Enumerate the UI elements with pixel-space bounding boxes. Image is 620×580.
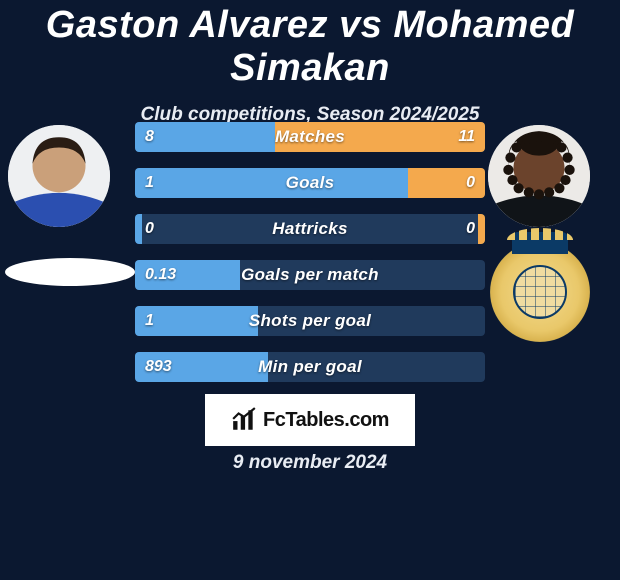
stat-row: Goals1 0: [135, 168, 485, 198]
stat-value-left: 8: [145, 122, 154, 152]
stat-value-left: 0.13: [145, 260, 176, 290]
stat-label: Min per goal: [135, 352, 485, 382]
chart-icon: [231, 407, 257, 433]
club-right-crest: [490, 242, 590, 342]
stat-label: Goals per match: [135, 260, 485, 290]
stat-row: Goals per match0.13: [135, 260, 485, 290]
brand-text: FcTables.com: [263, 409, 389, 432]
player-right-avatar: [488, 125, 590, 227]
stat-value-right: 0: [466, 214, 475, 244]
stat-label: Shots per goal: [135, 306, 485, 336]
club-left-logo-blank: [5, 258, 135, 286]
brand-pill[interactable]: FcTables.com: [205, 394, 415, 446]
player-left-avatar-svg: [8, 125, 110, 227]
stat-value-right: 11: [458, 122, 475, 152]
stat-label: Hattricks: [135, 214, 485, 244]
stat-value-right: 0: [466, 168, 475, 198]
stat-value-left: 1: [145, 306, 154, 336]
page-title: Gaston Alvarez vs Mohamed Simakan: [0, 0, 620, 90]
player-right-avatar-svg: [488, 125, 590, 227]
stats-container: Matches811Goals10Hattricks00Goals per ma…: [135, 122, 485, 398]
stat-row: Min per goal893: [135, 352, 485, 382]
date-text: 9 november 2024: [0, 452, 620, 474]
player-left-avatar: [8, 125, 110, 227]
stat-row: Matches8 11: [135, 122, 485, 152]
stat-value-left: 1: [145, 168, 154, 198]
stat-value-left: 893: [145, 352, 172, 382]
club-right-crest-globe: [513, 265, 567, 319]
stat-label: Goals: [135, 168, 485, 198]
stat-label: Matches: [135, 122, 485, 152]
stat-row: Shots per goal1: [135, 306, 485, 336]
stat-value-left: 0: [145, 214, 154, 244]
stat-row: Hattricks0 0: [135, 214, 485, 244]
